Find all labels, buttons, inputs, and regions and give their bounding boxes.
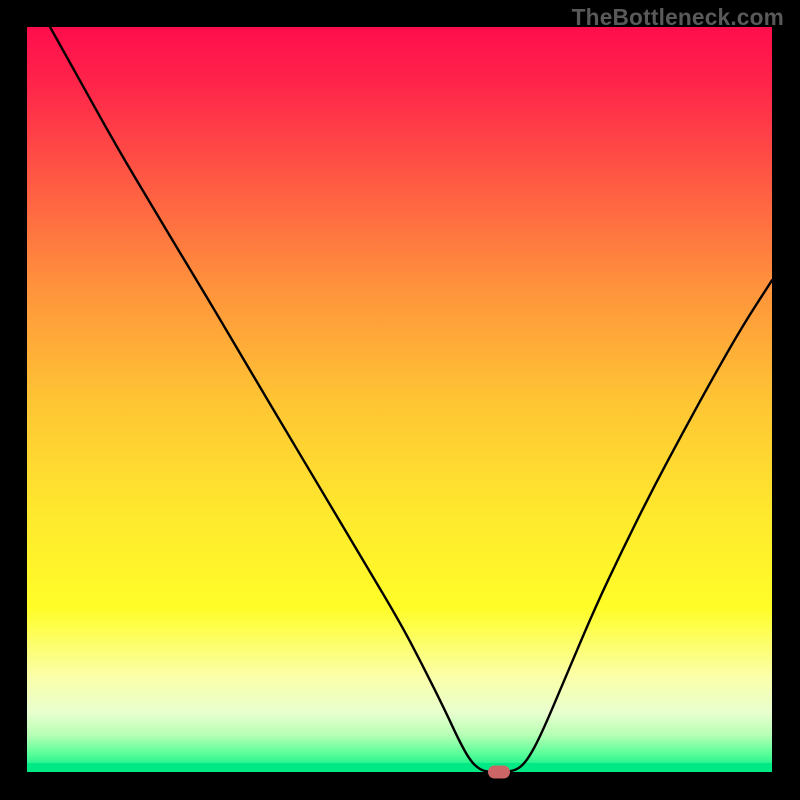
baseline-band xyxy=(27,763,772,772)
plot-background xyxy=(27,27,772,772)
dip-marker xyxy=(488,766,510,779)
chart-frame: TheBottleneck.com xyxy=(0,0,800,800)
bottleneck-curve-plot xyxy=(0,0,800,800)
